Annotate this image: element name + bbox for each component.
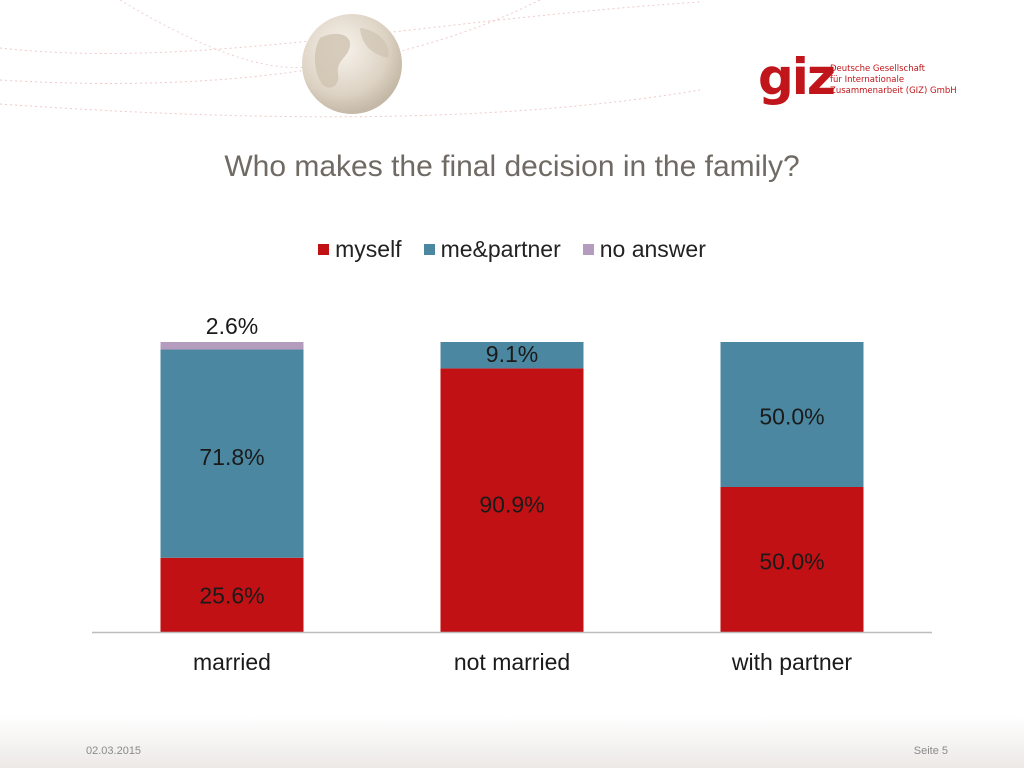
data-label: 50.0% bbox=[759, 548, 824, 574]
footer-page-number: Seite 5 bbox=[913, 745, 948, 757]
chart-legend: myself me&partner no answer bbox=[0, 236, 1024, 263]
x-tick-label: with partner bbox=[731, 649, 853, 675]
bar-segment bbox=[720, 342, 864, 487]
legend-swatch bbox=[318, 244, 330, 255]
data-label: 2.6% bbox=[206, 313, 258, 339]
giz-logo-line-2: für Internationale bbox=[830, 75, 905, 85]
footer-band bbox=[0, 716, 1024, 768]
bar-segment bbox=[440, 342, 584, 369]
data-label: 71.8% bbox=[199, 444, 264, 470]
bar-segment bbox=[160, 557, 304, 632]
data-label: 50.0% bbox=[759, 403, 824, 429]
legend-label: myself bbox=[335, 236, 402, 262]
bar-segment bbox=[720, 487, 864, 632]
data-label: 9.1% bbox=[486, 341, 538, 367]
giz-logo-mark: giz bbox=[758, 48, 836, 106]
legend-item-1: me&partner bbox=[423, 236, 561, 263]
x-tick-label: not married bbox=[454, 649, 570, 675]
giz-logo-text: Deutsche Gesellschaft für Internationale… bbox=[830, 64, 957, 97]
bar-segment bbox=[440, 368, 584, 632]
globe-decoration bbox=[0, 0, 701, 118]
footer-date: 02.03.2015 bbox=[86, 745, 142, 757]
legend-swatch bbox=[423, 244, 435, 255]
legend-label: no answer bbox=[599, 236, 706, 262]
data-label: 25.6% bbox=[199, 582, 264, 608]
chart-plot-area: 25.6% 71.8% 2.6% married 90.9% 9.1% not marrie… bbox=[92, 313, 932, 675]
chart-title: Who makes the final decision in the fami… bbox=[224, 150, 800, 183]
data-label: 90.9% bbox=[479, 491, 544, 517]
x-tick-label: married bbox=[193, 649, 271, 675]
legend-swatch bbox=[582, 244, 594, 255]
giz-logo-line-1: Deutsche Gesellschaft bbox=[830, 64, 925, 74]
legend-item-2: no answer bbox=[582, 236, 706, 263]
legend-item-0: myself bbox=[318, 236, 402, 263]
legend-label: me&partner bbox=[440, 236, 561, 262]
giz-logo-line-3: Zusammenarbeit (GIZ) GmbH bbox=[830, 86, 957, 96]
bar-segment bbox=[160, 342, 304, 350]
bar-segment bbox=[160, 349, 304, 558]
